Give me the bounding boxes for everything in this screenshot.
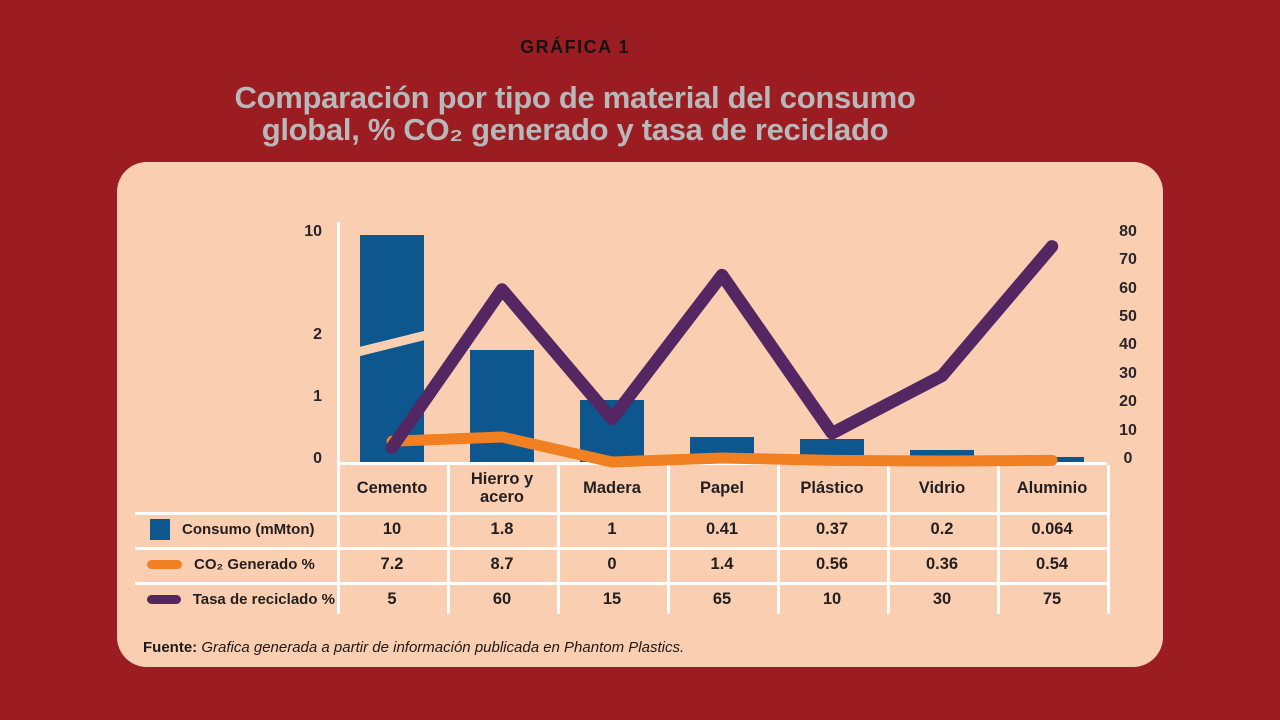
value-cell: 0.36 bbox=[925, 555, 959, 573]
value-cell: 8.7 bbox=[490, 555, 514, 573]
table-grid-vertical bbox=[1107, 465, 1110, 614]
table-grid-vertical bbox=[667, 465, 670, 614]
table-grid-vertical bbox=[337, 465, 340, 614]
legend-label: CO₂ Generado % bbox=[194, 556, 315, 573]
right-axis-tick: 20 bbox=[1119, 393, 1137, 411]
value-cell: 30 bbox=[932, 590, 952, 608]
right-axis-tick: 10 bbox=[1119, 421, 1137, 439]
line-series-overlay bbox=[385, 240, 1059, 468]
source-label: Fuente: bbox=[143, 639, 198, 656]
page-title: Comparación por tipo de material del con… bbox=[0, 82, 1150, 146]
category-header: Aluminio bbox=[1016, 479, 1088, 497]
value-cell: 5 bbox=[387, 590, 397, 608]
right-axis-tick: 40 bbox=[1119, 336, 1137, 354]
table-grid-horizontal bbox=[135, 547, 1110, 550]
chart-panel: 10 2 1 0 80 70 60 50 40 30 20 10 0 Cemento Hierro y ac… bbox=[117, 162, 1163, 667]
value-cell: 65 bbox=[712, 590, 732, 608]
left-axis-tick: 10 bbox=[304, 223, 322, 240]
legend-item: Consumo (mMton) bbox=[147, 512, 335, 547]
value-cell: 75 bbox=[1042, 590, 1062, 608]
recycling-line bbox=[385, 240, 1059, 454]
left-axis-tick: 2 bbox=[313, 326, 322, 343]
category-header: Madera bbox=[583, 479, 641, 497]
category-header: Plástico bbox=[800, 479, 864, 497]
table-grid-horizontal bbox=[135, 512, 1110, 515]
value-cell: 0.37 bbox=[815, 520, 849, 538]
value-cell: 15 bbox=[602, 590, 622, 608]
right-axis-tick: 70 bbox=[1119, 251, 1137, 269]
kicker: GRÁFICA 1 bbox=[520, 37, 630, 57]
value-cell: 0.2 bbox=[930, 520, 954, 538]
right-axis-tick: 60 bbox=[1119, 279, 1137, 297]
value-cell: 0.41 bbox=[705, 520, 739, 538]
value-cell: 60 bbox=[492, 590, 512, 608]
value-cell: 1 bbox=[607, 520, 617, 538]
category-header: Hierro y acero bbox=[470, 470, 534, 506]
left-axis-tick: 1 bbox=[313, 388, 322, 405]
source-note: Fuente: Grafica generada a partir de inf… bbox=[143, 639, 684, 656]
page-title-line1: Comparación por tipo de material del con… bbox=[234, 80, 916, 115]
left-axis-tick: 0 bbox=[313, 450, 322, 467]
value-cell: 0.56 bbox=[815, 555, 849, 573]
value-cell: 0 bbox=[607, 555, 617, 573]
legend-swatch-line-icon bbox=[147, 560, 182, 569]
right-axis-tick: 0 bbox=[1123, 450, 1133, 467]
value-cell: 1.4 bbox=[710, 555, 734, 573]
value-cell: 10 bbox=[822, 590, 842, 608]
source-text: Grafica generada a partir de información… bbox=[197, 639, 685, 656]
category-header: Vidrio bbox=[918, 479, 966, 497]
legend-swatch-line-icon bbox=[147, 595, 181, 604]
table-grid-vertical bbox=[887, 465, 890, 614]
category-header: Cemento bbox=[356, 479, 428, 497]
table-grid-vertical bbox=[447, 465, 450, 614]
combo-chart: 10 2 1 0 80 70 60 50 40 30 20 10 0 Cemento Hierro y ac… bbox=[117, 162, 1163, 667]
value-cell: 7.2 bbox=[380, 555, 404, 573]
value-cell: 0.064 bbox=[1031, 520, 1073, 538]
legend-swatch-bar-icon bbox=[150, 519, 170, 540]
table-grid-vertical bbox=[997, 465, 1000, 614]
right-axis-tick: 30 bbox=[1119, 364, 1137, 382]
table-grid-vertical bbox=[777, 465, 780, 614]
value-cell: 10 bbox=[382, 520, 402, 538]
value-cell: 0.54 bbox=[1035, 555, 1069, 573]
legend-item: Tasa de reciclado % bbox=[147, 582, 335, 617]
legend-item: CO₂ Generado % bbox=[147, 547, 335, 582]
legend-label: Consumo (mMton) bbox=[182, 521, 315, 538]
legend-label: Tasa de reciclado % bbox=[192, 591, 335, 608]
co2-line bbox=[386, 431, 1058, 468]
category-header: Papel bbox=[699, 479, 745, 497]
right-axis-tick: 80 bbox=[1119, 222, 1137, 240]
right-axis-tick: 50 bbox=[1119, 308, 1137, 325]
table-grid-horizontal bbox=[135, 582, 1110, 585]
table-grid-vertical bbox=[557, 465, 560, 614]
y-axis-line bbox=[337, 222, 340, 465]
page-title-line2: global, % CO₂ generado y tasa de recicla… bbox=[261, 112, 889, 147]
value-cell: 1.8 bbox=[490, 520, 514, 538]
